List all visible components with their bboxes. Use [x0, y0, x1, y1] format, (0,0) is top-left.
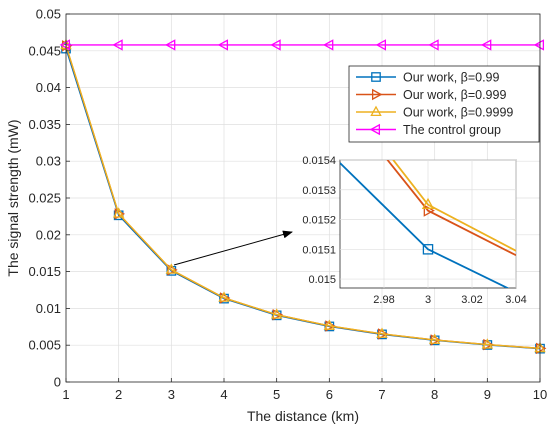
inset-y-tick-label: 0.0151: [302, 244, 336, 256]
data-point: [270, 39, 281, 51]
inset-y-tick-label: 0.0154: [302, 155, 336, 167]
data-point: [533, 39, 545, 51]
legend-label: Our work, β=0.9999: [403, 106, 513, 120]
zoom-inset: 2.98 3 3.02 3.04 0.015 0.0151 0.0152 0.0153 0.01…: [302, 155, 526, 306]
x-tick-label: 4: [220, 387, 227, 402]
y-axis-label: The signal strength (mW): [5, 119, 21, 276]
data-point: [428, 39, 439, 51]
data-point: [59, 39, 71, 51]
data-point: [112, 39, 123, 51]
inset-grid-lines: [340, 159, 517, 288]
inset-x-tick-label: 3: [425, 294, 431, 306]
y-tick-label: 0.01: [36, 301, 61, 316]
data-point: [375, 39, 387, 51]
legend-label: The control group: [403, 123, 501, 137]
inset-x-tick-label: 3.04: [505, 294, 526, 306]
y-tick-label: 0.03: [36, 154, 61, 169]
data-point: [165, 263, 178, 274]
data-point: [323, 319, 336, 330]
legend-marker: [371, 72, 381, 82]
series-layer: [59, 38, 547, 355]
data-point: [270, 308, 283, 319]
inset-y-tick-label: 0.0152: [302, 215, 336, 227]
y-tick-label: 0.02: [36, 227, 61, 242]
x-tick-label: 3: [168, 387, 175, 402]
inset-y-tick-label: 0.0153: [302, 185, 336, 197]
inset-series-line: [386, 160, 516, 257]
inset-x-tick-label: 2.98: [373, 294, 394, 306]
x-tick-label: 8: [431, 387, 438, 402]
data-point: [112, 207, 125, 218]
data-point: [428, 333, 441, 344]
y-tick-label: 0.005: [28, 338, 61, 353]
inset-series-line: [392, 160, 516, 252]
series-triangle-left: [59, 39, 545, 51]
x-tick-label: 2: [115, 387, 122, 402]
y-tick-label: 0.035: [28, 117, 61, 132]
y-tick-label: 0.015: [28, 264, 61, 279]
legend-item: The control group: [356, 123, 501, 137]
y-tick-label: 0.05: [36, 7, 61, 22]
legend: Our work, β=0.99 Our work, β=0.999 Our wor…: [348, 65, 540, 143]
data-point: [481, 338, 494, 349]
legend-marker: [369, 123, 381, 136]
data-point: [164, 39, 176, 51]
data-point: [217, 39, 229, 51]
x-tick-label: 1: [62, 387, 69, 402]
x-tick-label: 5: [273, 387, 280, 402]
inset-ticks: 2.98 3 3.02 3.04 0.015 0.0151 0.0152 0.0153 0.01…: [302, 155, 526, 306]
legend-item: Our work, β=0.999: [356, 88, 506, 102]
inset-data-point: [421, 197, 435, 209]
legend-item: Our work, β=0.99: [356, 71, 500, 85]
inset-x-tick-label: 3.02: [461, 294, 482, 306]
x-tick-label: 9: [484, 387, 491, 402]
data-point: [480, 39, 492, 51]
inset-series: [340, 160, 516, 288]
legend-item: Our work, β=0.9999: [356, 106, 513, 120]
series-line: [65, 45, 541, 349]
inset-data-point: [422, 244, 434, 255]
legend-marker: [370, 105, 382, 117]
y-tick-label: 0.04: [36, 80, 61, 95]
y-tick-label: 0: [54, 375, 61, 390]
y-tick-label: 0.025: [28, 191, 61, 206]
x-tick-label: 10: [533, 387, 547, 402]
inset-series-line: [340, 162, 510, 288]
legend-label: Our work, β=0.99: [403, 71, 500, 85]
inset-y-tick-label: 0.015: [308, 274, 336, 286]
y-tick-label: 0.045: [28, 43, 61, 58]
legend-label: Our work, β=0.999: [403, 88, 506, 102]
data-point: [322, 39, 334, 51]
x-axis-label: The distance (km): [247, 408, 359, 424]
data-point: [376, 327, 388, 338]
x-tick-label: 6: [326, 387, 333, 402]
x-tick-label: 7: [378, 387, 385, 402]
annotation-arrow: [173, 230, 293, 266]
data-point: [218, 291, 230, 302]
axis-ticks: 1 2 3 4 5 6 7 8 9 10 0 0.005 0.01 0.015 0.02 0.025 0.03 0…: [28, 7, 547, 403]
legend-marker: [371, 88, 383, 101]
